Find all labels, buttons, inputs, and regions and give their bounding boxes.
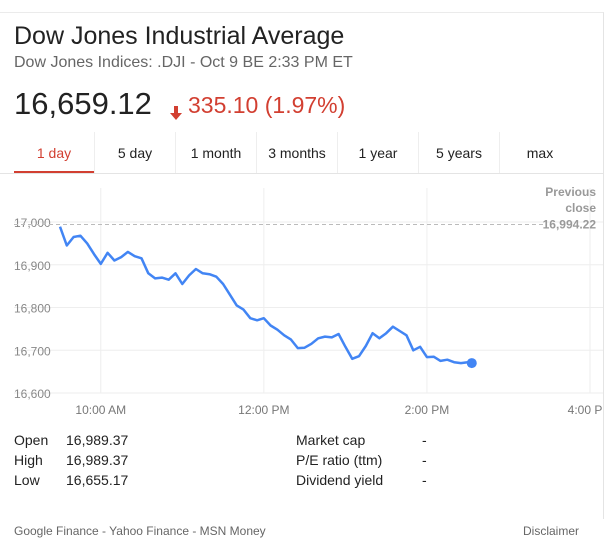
dividend-yield-value: -	[422, 472, 427, 488]
price-change-value: 335.10 (1.97%)	[188, 92, 346, 118]
tab-1-day[interactable]: 1 day	[14, 132, 94, 173]
x-axis-ticks: 10:00 AM 12:00 PM 2:00 PM 4:00 PM	[75, 403, 603, 417]
y-tick-label: 16,600	[14, 387, 51, 401]
y-tick-label: 16,700	[14, 344, 51, 358]
chart-grid	[14, 188, 603, 394]
index-subtitle: Dow Jones Indices: .DJI - Oct 9 BE 2:33 …	[14, 54, 353, 71]
tab-1-year[interactable]: 1 year	[337, 132, 418, 173]
data-sources[interactable]: Google Finance - Yahoo Finance - MSN Mon…	[14, 524, 266, 538]
tab-1-month[interactable]: 1 month	[175, 132, 256, 173]
high-label: High	[14, 452, 43, 468]
tab-3-months[interactable]: 3 months	[256, 132, 337, 173]
x-tick-label: 2:00 PM	[405, 403, 450, 417]
dividend-yield-label: Dividend yield	[296, 472, 384, 488]
footer: Google Finance - Yahoo Finance - MSN Mon…	[0, 518, 608, 544]
market-cap-label: Market cap	[296, 432, 366, 448]
y-tick-label: 16,800	[14, 302, 51, 316]
tab-5-years[interactable]: 5 years	[418, 132, 499, 173]
tab-5-day[interactable]: 5 day	[94, 132, 175, 173]
range-tabs: 1 day 5 day 1 month 3 months 1 year 5 ye…	[0, 132, 603, 174]
low-label: Low	[14, 472, 40, 488]
low-value: 16,655.17	[66, 472, 129, 488]
open-label: Open	[14, 432, 49, 448]
y-tick-label: 16,900	[14, 259, 51, 273]
y-tick-label: 17,000	[14, 216, 51, 230]
y-axis-ticks: 17,000 16,900 16,800 16,700 16,600	[14, 216, 51, 401]
index-title: Dow Jones Industrial Average	[14, 22, 345, 50]
previous-close-label-2: close	[565, 201, 596, 215]
last-price-point	[466, 358, 477, 369]
x-tick-label: 12:00 PM	[238, 403, 289, 417]
disclaimer-link[interactable]: Disclaimer	[523, 524, 580, 538]
down-arrow-icon	[170, 99, 182, 120]
pe-ratio-value: -	[422, 452, 427, 468]
x-tick-label: 10:00 AM	[75, 403, 126, 417]
open-value: 16,989.37	[66, 432, 129, 448]
pe-ratio-label: P/E ratio (ttm)	[296, 452, 383, 468]
x-tick-label: 4:00 PM	[568, 403, 603, 417]
high-value: 16,989.37	[66, 452, 129, 468]
market-cap-value: -	[422, 432, 427, 448]
previous-close-value: 16,994.22	[543, 217, 597, 231]
tab-max[interactable]: max	[499, 132, 580, 173]
previous-close-label: Previous	[545, 185, 596, 199]
current-price: 16,659.12	[14, 86, 152, 121]
price-change: 335.10 (1.97%)	[170, 92, 346, 120]
price-series-line	[58, 226, 473, 365]
